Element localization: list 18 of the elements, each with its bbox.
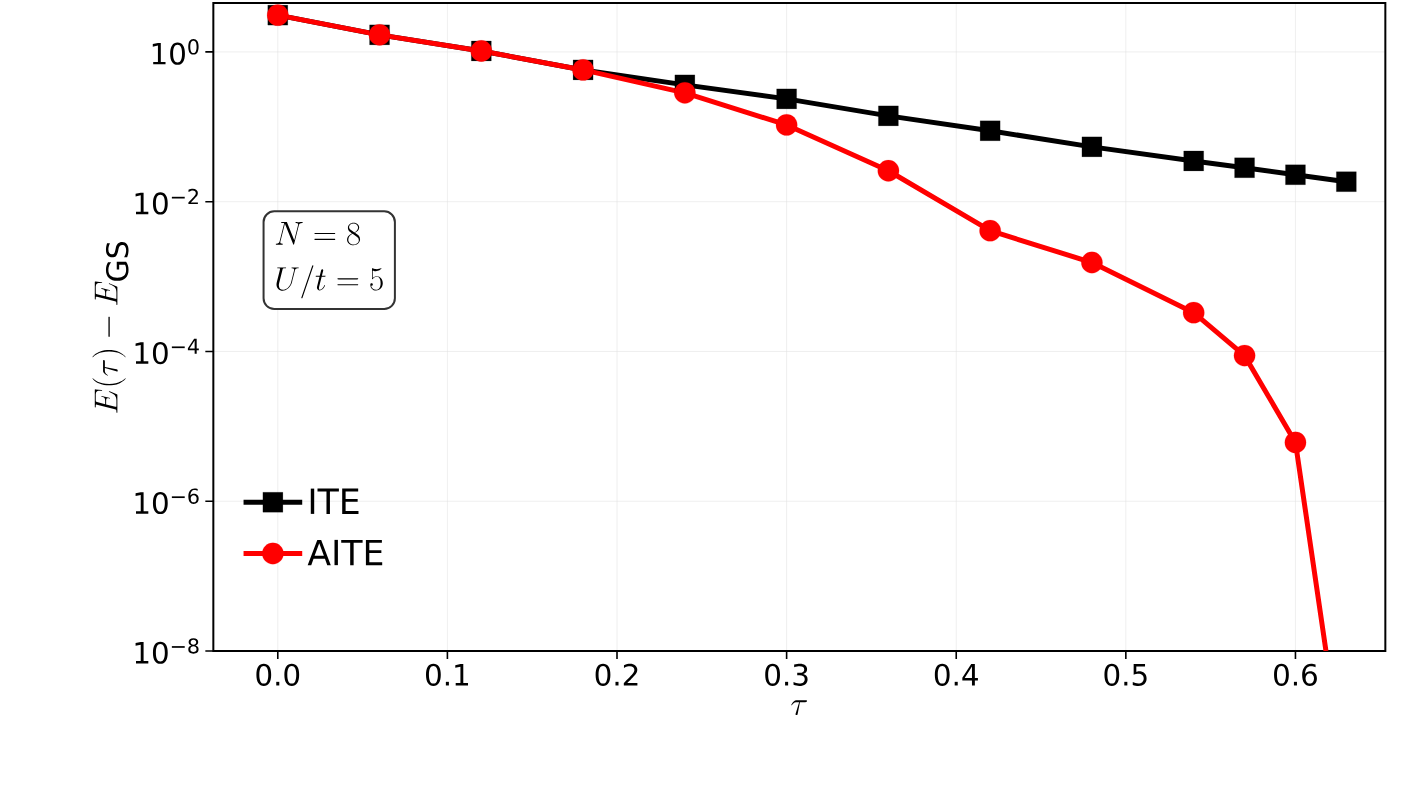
y-tick-label: 10$^{−6}$ xyxy=(135,488,199,515)
y-tick-label: 10$^{0}$ xyxy=(152,39,199,65)
legend-label: AITE xyxy=(307,539,383,566)
annotation: $N = 8$ xyxy=(275,222,361,246)
y-tick-label: 10$^{−8}$ xyxy=(135,638,199,664)
x-tick-label: 0.1 xyxy=(426,663,469,686)
x-tick-label: 0.5 xyxy=(1104,663,1147,686)
x-tick-label: 0.6 xyxy=(1274,663,1317,686)
x-tick-label: 0.2 xyxy=(595,663,638,686)
x-tick-label: 0.3 xyxy=(765,663,808,686)
x-tick-label: 0.0 xyxy=(256,663,300,686)
x-axis-title: $\tau$ xyxy=(791,700,807,716)
y-axis-title: $E(\tau) - E_{\mathrm{GS}}$ xyxy=(92,242,129,413)
x-tick-label: 0.4 xyxy=(934,663,978,686)
annotation: $U/t = 5$ xyxy=(276,265,383,299)
y-tick-label: 10$^{−2}$ xyxy=(135,188,198,215)
legend-label: ITE xyxy=(310,488,359,514)
y-tick-label: 10$^{−4}$ xyxy=(135,338,199,365)
